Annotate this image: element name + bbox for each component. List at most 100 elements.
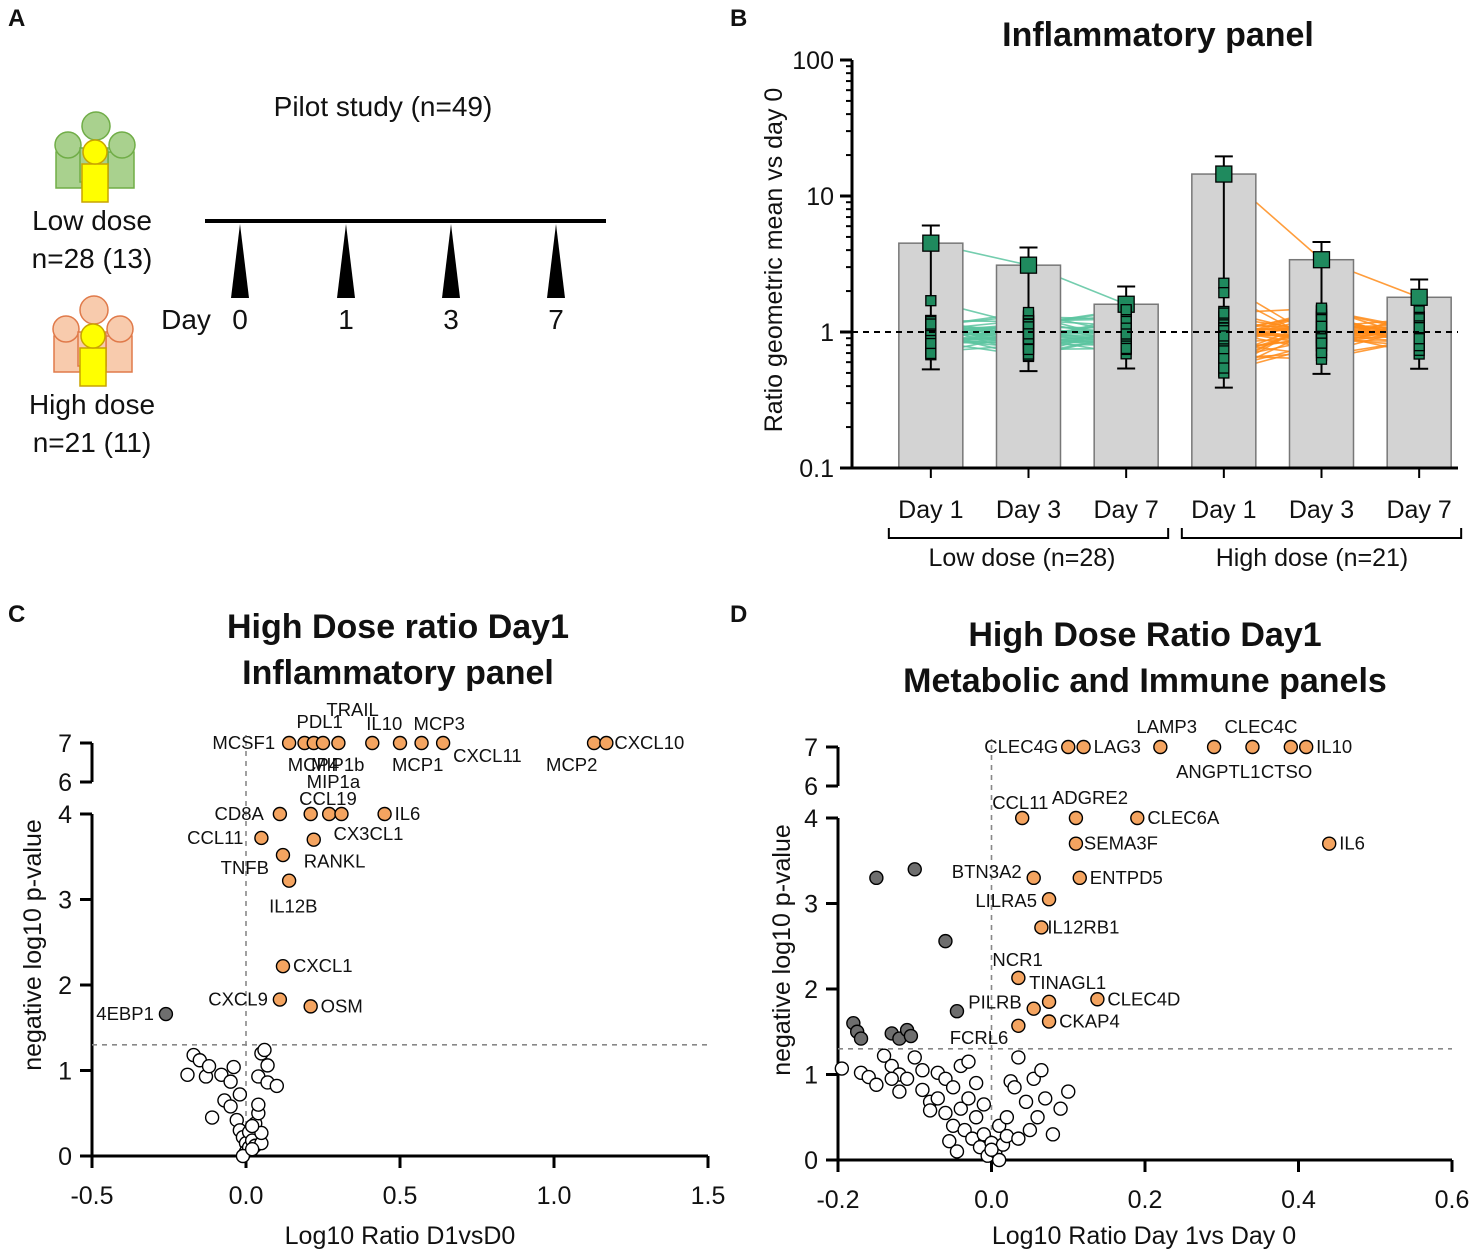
- point-not-significant: [991, 1152, 1007, 1168]
- xtick-label: 0.4: [1281, 1186, 1316, 1214]
- label-clec6a: CLEC6A: [1147, 807, 1220, 828]
- xtick-label: -0.2: [816, 1186, 859, 1214]
- point-il10: [1298, 739, 1314, 755]
- chart-b-point: [1019, 256, 1038, 274]
- point-not-significant: [938, 1105, 953, 1121]
- chart-b-point: [1413, 322, 1425, 334]
- label-mip1b: MIP1b: [311, 754, 364, 775]
- person-head-back: [81, 111, 111, 141]
- point-lamp3: [1153, 739, 1168, 755]
- point-not-significant: [930, 1091, 945, 1106]
- point-not-significant: [945, 1080, 961, 1095]
- point-down: [903, 1028, 919, 1044]
- label-mcsf1: MCSF1: [212, 732, 275, 753]
- chart-b-point: [1218, 362, 1230, 374]
- chart-b-point: [925, 295, 937, 307]
- chart-b-point: [1410, 288, 1428, 306]
- chart-b-point: [1315, 302, 1328, 314]
- xtick-label: 0.2: [1128, 1186, 1163, 1214]
- chart-c-ylabel: negative log10 p-value: [19, 819, 47, 1071]
- ytick-label: 7: [804, 734, 818, 762]
- point-not-significant: [223, 1074, 238, 1089]
- day-0-label: 0: [232, 304, 248, 335]
- high-dose-label: High dose: [29, 389, 155, 420]
- point-down: [938, 933, 953, 949]
- xtick-label: 0.0: [229, 1182, 264, 1210]
- chart-b-xtick-label: Day 3: [996, 496, 1061, 524]
- low-dose-label: Low dose: [32, 205, 152, 236]
- point-4ebp1: [158, 1006, 174, 1022]
- chart-c-xlabel: Log10 Ratio D1vsD0: [285, 1222, 516, 1250]
- label-lilra5: LILRA5: [975, 890, 1037, 911]
- point-ccl11: [254, 830, 269, 846]
- label-ncr1: NCR1: [992, 949, 1042, 970]
- timeline-marker-day3: [442, 224, 460, 298]
- label-mcp2: MCP2: [546, 754, 597, 775]
- chart-b-xtick-label: Day 7: [1387, 496, 1452, 524]
- point-ncr1: [1011, 970, 1026, 986]
- chart-d-ylabel: negative log10 p-value: [768, 824, 796, 1076]
- point-cd8a: [272, 806, 288, 822]
- point-entpd5: [1072, 870, 1087, 886]
- panel-b: Inflammatory panel Ratio geometric mean …: [760, 16, 1463, 572]
- point-not-significant: [968, 1075, 984, 1091]
- point-not-significant: [180, 1067, 195, 1082]
- point-rankl: [306, 832, 321, 847]
- panel-c: High Dose ratio Day1 Inflammatory panel …: [19, 608, 725, 1250]
- chart-b-point: [1120, 342, 1132, 355]
- label-cxcl10: CXCL10: [614, 732, 684, 753]
- point-clec4g: [1061, 739, 1076, 755]
- label-clec4d: CLEC4D: [1107, 988, 1180, 1009]
- chart-b-xtick-label: Day 7: [1094, 496, 1159, 524]
- chart-b-point: [925, 337, 937, 350]
- label-cxcl11: CXCL11: [453, 745, 522, 766]
- ytick-label: 0: [804, 1147, 818, 1175]
- point-not-significant: [251, 1097, 266, 1112]
- label-lag3: LAG3: [1094, 736, 1141, 757]
- ytick-label: 3: [804, 891, 818, 919]
- point-ccl19: [321, 806, 337, 822]
- label-mcp1: MCP1: [392, 754, 443, 775]
- point-cxcl1: [275, 958, 291, 974]
- label-osm: OSM: [321, 995, 363, 1016]
- point-not-significant: [1030, 1110, 1045, 1125]
- point-il6: [1321, 836, 1337, 851]
- point-not-significant: [244, 1118, 260, 1134]
- point-not-significant: [999, 1128, 1015, 1144]
- point-cx3cl1: [334, 806, 349, 822]
- point-angptl1: [1206, 739, 1222, 755]
- chart-b-point: [922, 234, 940, 252]
- label-4ebp1: 4EBP1: [96, 1003, 154, 1024]
- chart-b-group-bracket-low: [887, 528, 1170, 539]
- point-not-significant: [1053, 1101, 1068, 1116]
- point-trail: [331, 735, 346, 751]
- day-7-label: 7: [548, 304, 564, 335]
- point-not-significant: [269, 1078, 284, 1094]
- label-entpd5: ENTPD5: [1090, 867, 1163, 888]
- label-btn3a2: BTN3A2: [952, 861, 1022, 882]
- point-not-significant: [884, 1071, 899, 1086]
- day-label: Day: [161, 304, 211, 335]
- point-down: [907, 862, 922, 877]
- point-tnfb: [275, 847, 291, 863]
- chart-b-point: [1413, 333, 1425, 345]
- point-not-significant: [876, 1048, 892, 1063]
- point-mcp2: [586, 735, 602, 751]
- chart-b-ylabel: Ratio geometric mean vs day 0: [760, 88, 788, 433]
- low-dose-people-icon: [54, 111, 136, 203]
- point-mcp3: [414, 735, 429, 751]
- point-not-significant: [257, 1042, 272, 1058]
- point-not-significant: [1018, 1094, 1034, 1110]
- point-down: [853, 1031, 869, 1046]
- point-btn3a2: [1026, 870, 1041, 886]
- chart-b-point: [1218, 330, 1230, 342]
- point-clec4d: [1090, 992, 1105, 1007]
- point-not-significant: [1007, 1080, 1022, 1095]
- point-not-significant: [204, 1110, 220, 1125]
- point-not-significant: [1011, 1050, 1026, 1065]
- label-angptl1: ANGPTL1: [1176, 761, 1260, 782]
- point-osm: [303, 999, 318, 1014]
- person-head-left: [54, 131, 82, 159]
- point-cxcl9: [272, 992, 288, 1007]
